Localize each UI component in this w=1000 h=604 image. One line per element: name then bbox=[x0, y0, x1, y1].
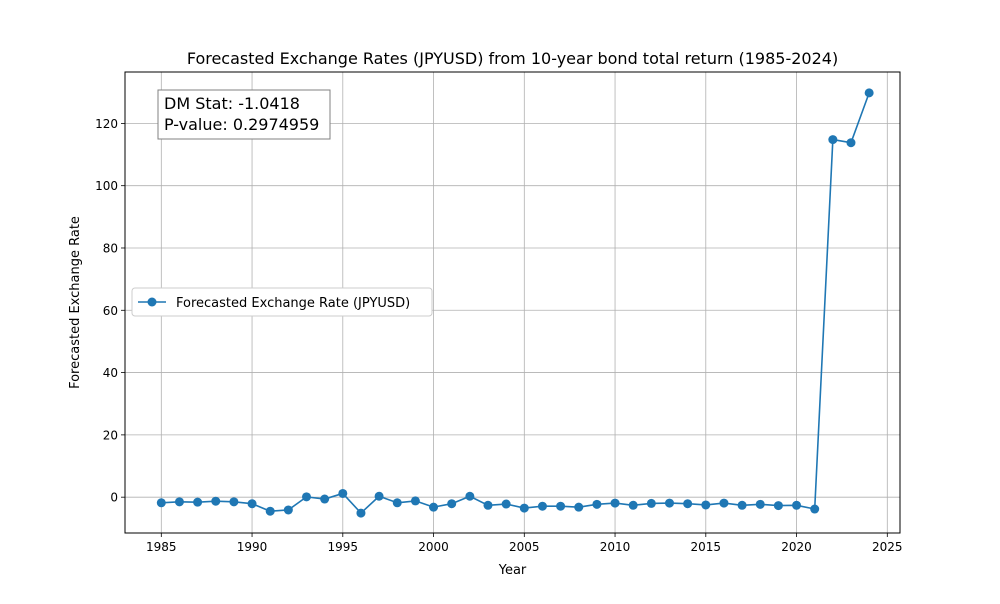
data-point bbox=[864, 88, 874, 98]
data-point bbox=[646, 498, 656, 508]
data-point bbox=[283, 505, 293, 515]
data-point bbox=[719, 498, 729, 508]
data-point bbox=[174, 497, 184, 507]
legend: Forecasted Exchange Rate (JPYUSD) bbox=[131, 287, 433, 317]
y-axis-label: Forecasted Exchange Rate bbox=[68, 216, 83, 389]
data-point bbox=[265, 506, 275, 516]
data-point bbox=[392, 498, 402, 508]
data-point bbox=[592, 499, 602, 509]
data-point bbox=[701, 500, 711, 510]
x-tick-label: 2025 bbox=[872, 540, 903, 554]
data-point bbox=[537, 501, 547, 511]
y-tick-label: 0 bbox=[110, 491, 118, 505]
data-point bbox=[338, 488, 348, 498]
y-tick-label: 60 bbox=[103, 304, 118, 318]
data-point bbox=[356, 508, 366, 518]
legend-marker bbox=[147, 297, 157, 307]
y-tick-label: 120 bbox=[95, 117, 118, 131]
data-point bbox=[211, 496, 221, 506]
data-point bbox=[465, 491, 475, 501]
legend-frame bbox=[131, 287, 433, 317]
annotation-dm-stat: DM Stat: -1.0418 bbox=[164, 94, 300, 113]
y-tick-label: 40 bbox=[103, 366, 118, 380]
x-tick-label: 1985 bbox=[146, 540, 177, 554]
data-point bbox=[301, 492, 311, 502]
data-point bbox=[664, 498, 674, 508]
chart-title: Forecasted Exchange Rates (JPYUSD) from … bbox=[187, 49, 838, 68]
x-tick-label: 1990 bbox=[237, 540, 268, 554]
data-point bbox=[519, 503, 529, 513]
plot-frame bbox=[124, 71, 901, 534]
data-point bbox=[193, 497, 203, 507]
data-point bbox=[755, 499, 765, 509]
x-tick-label: 2020 bbox=[781, 540, 812, 554]
data-point bbox=[574, 502, 584, 512]
annotation-frame bbox=[157, 89, 331, 140]
ticks: 1985 1990 1995 2000 2005 2010 2015 2020 2025 0 20 4… bbox=[95, 117, 902, 554]
x-tick-label: 2005 bbox=[509, 540, 540, 554]
data-point bbox=[229, 497, 239, 507]
data-point bbox=[628, 500, 638, 510]
data-point bbox=[320, 494, 330, 504]
data-point bbox=[773, 501, 783, 511]
x-tick-label: 2010 bbox=[600, 540, 631, 554]
series-line bbox=[161, 92, 870, 514]
data-point bbox=[429, 502, 439, 512]
data-point bbox=[810, 504, 820, 514]
data-point bbox=[737, 500, 747, 510]
data-point bbox=[156, 498, 166, 508]
annotation-p-value: P-value: 0.2974959 bbox=[164, 115, 319, 134]
x-axis-label: Year bbox=[498, 563, 527, 578]
data-point bbox=[501, 499, 511, 509]
data-point bbox=[410, 496, 420, 506]
data-point bbox=[792, 500, 802, 510]
data-point bbox=[247, 499, 257, 509]
data-point bbox=[447, 499, 457, 509]
y-tick-label: 20 bbox=[103, 428, 118, 442]
data-point bbox=[683, 499, 693, 509]
legend-label: Forecasted Exchange Rate (JPYUSD) bbox=[176, 296, 410, 311]
data-point bbox=[610, 498, 620, 508]
x-tick-label: 1995 bbox=[328, 540, 359, 554]
grid bbox=[125, 72, 900, 533]
annotation-box: DM Stat: -1.0418 P-value: 0.2974959 bbox=[157, 89, 331, 140]
y-tick-label: 80 bbox=[103, 241, 118, 255]
series-layer bbox=[156, 88, 874, 518]
x-tick-label: 2015 bbox=[691, 540, 722, 554]
data-point bbox=[374, 491, 384, 501]
data-point bbox=[846, 138, 856, 148]
data-point bbox=[828, 135, 838, 145]
data-point bbox=[556, 501, 566, 511]
x-tick-label: 2000 bbox=[418, 540, 449, 554]
y-tick-label: 100 bbox=[95, 179, 118, 193]
data-point bbox=[483, 500, 493, 510]
